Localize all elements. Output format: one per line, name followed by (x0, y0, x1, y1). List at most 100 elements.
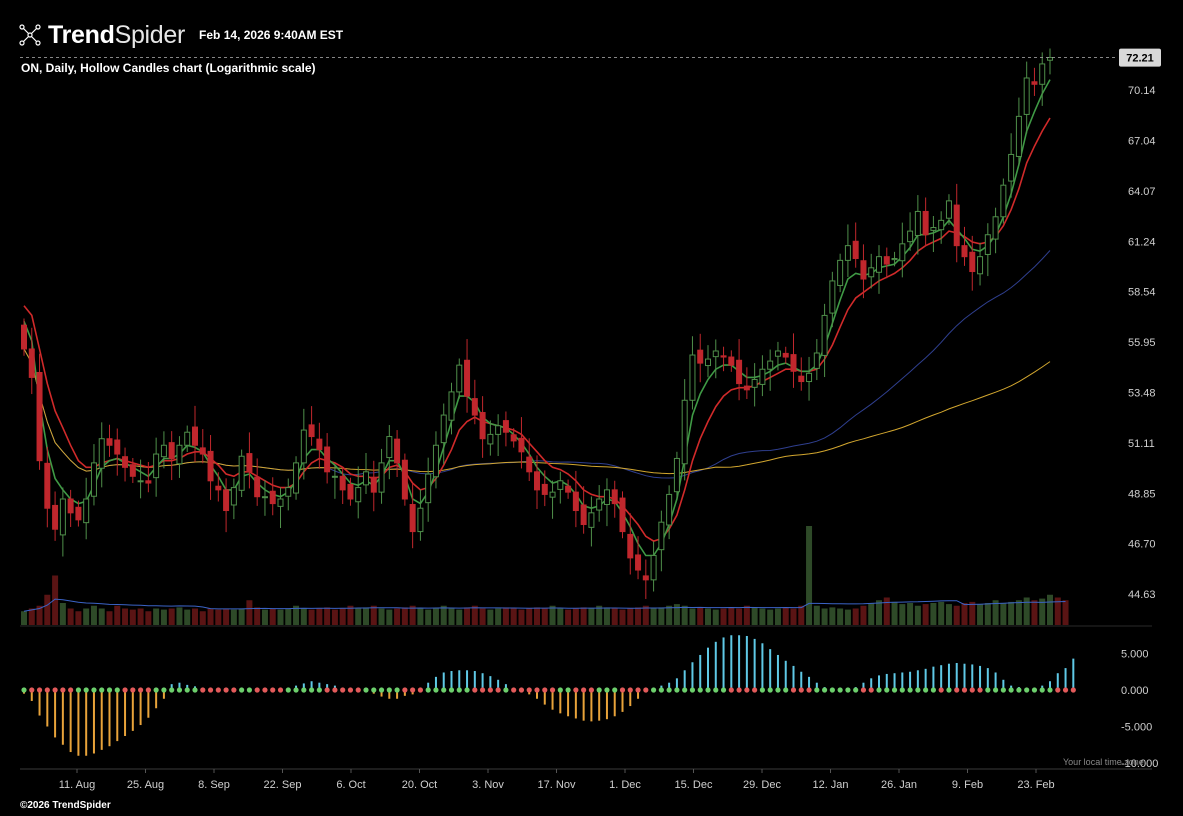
candle-body (922, 210, 929, 236)
volume-bar (673, 604, 680, 625)
candle-body (650, 554, 657, 581)
oscillator-dot (946, 687, 952, 693)
oscillator-dot (114, 687, 120, 693)
oscillator-dot (619, 687, 626, 693)
timezone-note[interactable]: Your local time zone (1063, 757, 1144, 767)
osc-tick-label: 5.000 (1121, 649, 1149, 661)
volume-bar (59, 603, 66, 625)
candle-body (510, 434, 517, 442)
candle-body (712, 350, 719, 358)
oscillator-dot (378, 687, 385, 693)
oscillator-dot (752, 687, 758, 693)
volume-bar (129, 609, 136, 625)
volume-bar (238, 608, 245, 625)
candle-body (984, 234, 991, 255)
oscillator-dot (511, 687, 517, 693)
candle-body (59, 498, 66, 536)
x-tick-label: 3. Nov (472, 779, 504, 791)
candle-body (129, 464, 136, 477)
volume-bar (269, 608, 276, 625)
oscillator-dot (705, 687, 711, 693)
candle-body (386, 436, 393, 459)
volume-bar (21, 611, 27, 625)
oscillator-dot (876, 687, 882, 693)
x-tick-label: 26. Jan (881, 779, 917, 791)
x-tick-label: 8. Sep (198, 779, 230, 791)
oscillator-dot (860, 687, 867, 693)
oscillator-dot (627, 687, 633, 693)
volume-bar (759, 608, 766, 625)
volume-bar (246, 600, 253, 625)
candle-body (642, 575, 649, 581)
oscillator-dot (907, 687, 913, 693)
candle-body (837, 259, 844, 286)
oscillator-dot (744, 687, 750, 693)
volume-bar (456, 609, 463, 625)
oscillator-dot (464, 687, 470, 693)
candle-body (464, 359, 471, 397)
candle-body (417, 507, 424, 533)
volume-bar (471, 605, 478, 625)
candle-body (215, 485, 222, 491)
oscillator-dot (845, 687, 851, 693)
oscillator-dot (223, 687, 229, 693)
sma-50-line (23, 250, 1051, 479)
copyright: ©2026 TrendSpider (20, 800, 111, 811)
last-price-badge (1119, 48, 1161, 67)
volume-bar (339, 608, 346, 625)
oscillator-dot (798, 687, 804, 693)
x-tick-label: 1. Dec (609, 779, 641, 791)
price-tick-label: 64.07 (1128, 186, 1156, 198)
candle-body (471, 398, 478, 416)
candle-body (331, 475, 338, 478)
price-pane[interactable] (20, 625, 1152, 770)
candle-body (36, 371, 43, 462)
candle-body (883, 256, 890, 265)
volume-bar (619, 609, 626, 625)
candle-body (930, 227, 937, 231)
volume-bar (417, 608, 424, 625)
volume-bar (681, 605, 688, 625)
candle-body (938, 219, 945, 231)
brand-light: Spider (114, 20, 186, 49)
oscillator-dot (853, 687, 859, 693)
candle-body (681, 399, 688, 465)
brand-logo[interactable]: TrendSpider (48, 21, 185, 50)
volume-bar (767, 609, 774, 625)
volume-bar (1015, 600, 1022, 625)
candle-body (860, 260, 867, 280)
candle-body (261, 496, 268, 499)
spider-network-icon[interactable] (18, 23, 42, 47)
volume-bar (945, 604, 952, 625)
candles[interactable] (21, 48, 1053, 599)
oscillator-dot (821, 687, 828, 693)
candle-body (689, 354, 696, 401)
oscillator-dot (52, 687, 58, 693)
oscillator-pane[interactable] (21, 635, 1076, 756)
oscillator-dot (402, 687, 408, 693)
volume-bar (953, 605, 960, 625)
oscillator-dot (324, 687, 330, 693)
volume-bar (526, 608, 533, 625)
candle-body (83, 498, 90, 524)
oscillator-dot (736, 687, 742, 693)
candle-body (293, 462, 300, 494)
oscillator-dot (728, 687, 734, 693)
volume-average-line (23, 598, 1066, 612)
volume-bar (627, 608, 634, 625)
candle-body (907, 230, 914, 243)
volume-bar (67, 608, 74, 625)
volume-bar (1054, 597, 1061, 625)
volume-bar (168, 608, 175, 625)
oscillator-dot (176, 687, 183, 693)
volume-bar (401, 607, 408, 625)
volume-bar (300, 608, 307, 625)
candle-body (21, 324, 27, 350)
oscillator-dot (472, 687, 478, 693)
candle-body (899, 243, 906, 262)
volume-bar (207, 608, 214, 625)
oscillator-dot (992, 687, 999, 693)
volume-bar (502, 607, 509, 625)
oscillator-dot (231, 687, 237, 693)
